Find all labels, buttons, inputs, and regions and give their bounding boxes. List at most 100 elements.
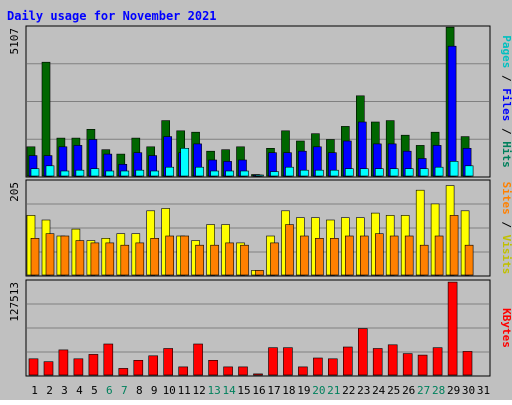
bar-sites-day-24 [374, 233, 384, 276]
panel-bottom: 127513 KBytes [8, 279, 512, 377]
bar-sites-day-9 [150, 238, 159, 276]
bar-kbytes-day-28 [432, 347, 443, 376]
bar-kbytes-day-9 [148, 355, 158, 376]
bar-sites-day-18 [285, 224, 294, 276]
bar-sites-day-25 [389, 235, 399, 276]
bar-kbytes-day-8 [133, 359, 144, 376]
bar-sites-day-16 [255, 270, 264, 276]
bar-pages-day-20 [315, 169, 324, 177]
bar-kbytes-day-11 [178, 366, 188, 376]
bar-sites-day-21 [330, 238, 339, 276]
bar-kbytes-day-5 [88, 354, 99, 376]
bar-sites-day-10 [165, 235, 174, 276]
legend-entry: Visits [500, 235, 512, 275]
bar-pages-day-9 [150, 170, 159, 177]
bar-pages-day-13 [210, 170, 219, 177]
x-tick-label: 27 [417, 384, 430, 397]
bar-kbytes-day-20 [313, 357, 323, 376]
bar-pages-day-26 [404, 168, 414, 177]
bar-kbytes-day-16 [253, 373, 263, 376]
bar-pages-day-19 [300, 169, 309, 177]
bar-pages-day-2 [45, 165, 55, 177]
x-tick-label: 21 [327, 384, 340, 397]
bar-pages-day-18 [285, 166, 294, 177]
bar-pages-day-10 [165, 166, 174, 177]
bar-kbytes-day-26 [402, 353, 413, 376]
bar-sites-day-4 [75, 240, 85, 276]
panel-top: 5107 Pages / Files / Hits [8, 25, 512, 178]
bar-sites-day-22 [344, 235, 354, 276]
right-legend-label: KBytes [500, 308, 512, 348]
bar-sites-day-8 [135, 242, 145, 276]
x-tick-label: 2 [46, 384, 53, 397]
bar-kbytes-day-22 [342, 346, 353, 376]
x-tick-label: 22 [342, 384, 355, 397]
bar-sites-day-26 [404, 235, 414, 276]
legend-entry: KBytes [500, 308, 512, 348]
bar-kbytes-day-6 [103, 343, 114, 376]
bar-sites-day-17 [270, 242, 279, 276]
chart-title: Daily usage for November 2021 [7, 9, 217, 23]
bar-pages-day-6 [105, 170, 115, 177]
legend-entry: Sites [500, 182, 512, 215]
bar-files-day-29 [447, 45, 457, 177]
bar-kbytes-day-23 [357, 328, 368, 376]
bar-pages-day-3 [60, 170, 70, 177]
x-tick-label: 3 [61, 384, 68, 397]
bar-sites-day-19 [300, 235, 309, 276]
bar-files-day-23 [357, 121, 367, 177]
bar-kbytes-day-17 [268, 347, 278, 376]
bar-pages-day-1 [30, 168, 40, 177]
bar-pages-day-16 [255, 174, 264, 177]
x-tick-label: 16 [252, 384, 265, 397]
bar-kbytes-day-7 [118, 368, 129, 376]
bar-sites-day-30 [464, 244, 474, 276]
bar-sites-day-28 [434, 235, 444, 276]
y-axis-max-label: 5107 [8, 28, 21, 55]
x-tick-label: 14 [222, 384, 236, 397]
bar-pages-day-14 [225, 170, 234, 177]
x-tick-label: 1 [31, 384, 38, 397]
x-tick-label: 11 [178, 384, 191, 397]
bar-sites-day-15 [240, 244, 249, 276]
x-tick-label: 18 [282, 384, 295, 397]
bar-pages-day-24 [374, 168, 384, 177]
bar-sites-day-5 [90, 242, 100, 276]
bar-kbytes-day-2 [43, 361, 54, 376]
bar-kbytes-day-10 [163, 348, 173, 376]
bar-sites-day-29 [449, 215, 459, 276]
bar-kbytes-day-30 [462, 351, 473, 376]
x-tick-label: 15 [237, 384, 250, 397]
x-tick-label: 12 [192, 384, 205, 397]
bar-kbytes-day-3 [58, 349, 69, 376]
legend-entry: / [500, 215, 512, 235]
y-axis-max-label: 127513 [8, 282, 21, 322]
bar-pages-day-28 [434, 166, 444, 177]
x-tick-label: 20 [312, 384, 325, 397]
bar-pages-day-25 [389, 168, 399, 177]
bar-sites-day-13 [210, 244, 219, 276]
bar-pages-day-21 [330, 169, 339, 177]
right-legend-label: Pages / Files / Hits [500, 35, 512, 168]
x-tick-label: 13 [207, 384, 220, 397]
bar-pages-day-12 [195, 166, 204, 177]
bar-sites-day-6 [105, 242, 115, 276]
x-tick-label: 29 [447, 384, 460, 397]
bar-pages-day-11 [180, 148, 189, 177]
bar-kbytes-day-19 [298, 366, 308, 376]
bar-kbytes-day-21 [327, 358, 338, 376]
bar-pages-day-27 [419, 168, 429, 177]
x-tick-label: 30 [462, 384, 475, 397]
x-tick-label: 17 [267, 384, 280, 397]
bar-sites-day-3 [60, 235, 70, 276]
bar-sites-day-7 [120, 244, 130, 276]
x-tick-label: 26 [402, 384, 415, 397]
x-tick-label: 5 [91, 384, 98, 397]
bar-sites-day-23 [359, 235, 369, 276]
bar-sites-day-11 [180, 235, 189, 276]
x-tick-label: 9 [151, 384, 158, 397]
bar-kbytes-day-25 [387, 344, 398, 376]
bar-kbytes-day-4 [73, 358, 84, 376]
x-tick-label: 19 [297, 384, 310, 397]
